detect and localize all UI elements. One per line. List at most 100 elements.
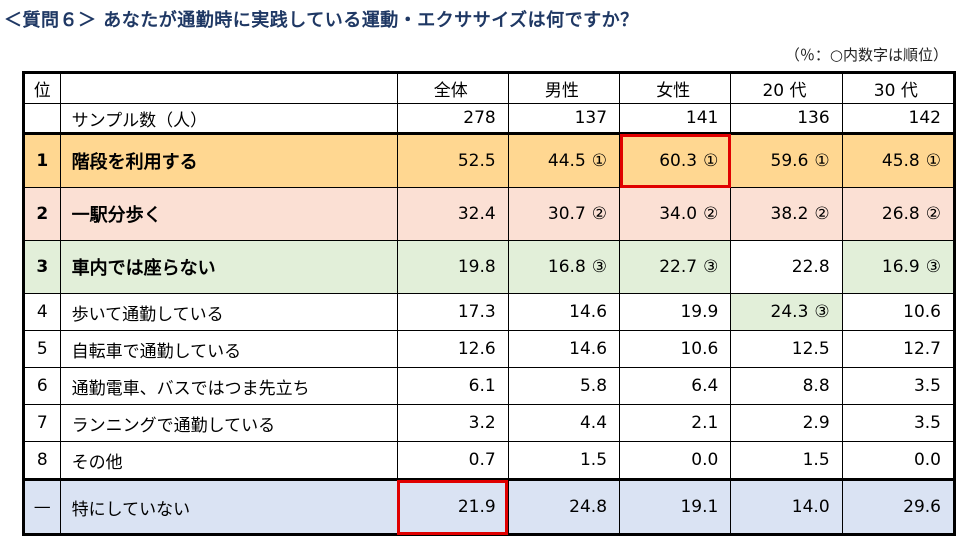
row-rank: 5 <box>23 330 61 368</box>
cell-male: 4.4 <box>507 404 621 442</box>
cell-male: 1.5 <box>507 441 621 480</box>
row-label: その他 <box>59 441 398 480</box>
cell-30s: 3.5 <box>841 367 956 405</box>
row-label: 一駅分歩く <box>59 187 398 241</box>
rank-badge: ③ <box>925 257 941 277</box>
table-row: 6 通勤電車、バスではつま先立ち 6.1 5.8 6.4 8.8 3.5 <box>23 367 956 405</box>
cell-male: 16.8 ③ <box>507 240 621 294</box>
rank-badge: ① <box>703 151 719 171</box>
cell-total: 12.6 <box>396 330 509 368</box>
unit-note: （％：○内数字は順位） <box>784 46 948 64</box>
row-rank: 2 <box>23 187 61 241</box>
cell-30s: 12.7 <box>841 330 956 368</box>
cell-total: 19.8 <box>396 240 509 294</box>
row-rank: — <box>23 478 61 535</box>
cell-20s: 1.5 <box>730 441 843 480</box>
cell-30s: 45.8 ① <box>841 133 956 188</box>
sample-30s: 142 <box>841 103 956 135</box>
cell-female: 34.0 ② <box>619 187 732 241</box>
header-male: 男性 <box>507 72 621 104</box>
sample-row: サンプル数（人） 278 137 141 136 142 <box>23 103 956 135</box>
table-row: 2 一駅分歩く 32.4 30.7 ② 34.0 ② 38.2 ② 26.8 ② <box>23 187 956 241</box>
cell-female: 22.7 ③ <box>619 240 732 294</box>
cell-male: 5.8 <box>507 367 621 405</box>
row-label: 階段を利用する <box>59 133 398 188</box>
cell-total-highlighted: 21.9 <box>396 478 509 535</box>
cell-20s: 12.5 <box>730 330 843 368</box>
results-table: 位 全体 男性 女性 20 代 30 代 サンプル数（人） 278 137 14… <box>22 71 956 536</box>
header-rank: 位 <box>23 72 61 104</box>
cell-30s: 26.8 ② <box>841 187 956 241</box>
rank-badge: ① <box>814 151 830 171</box>
cell-male: 14.6 <box>507 330 621 368</box>
row-rank: 1 <box>23 133 61 188</box>
row-rank: 4 <box>23 293 61 331</box>
row-rank: 3 <box>23 240 61 294</box>
row-label: 車内では座らない <box>59 240 398 294</box>
cell-male: 14.6 <box>507 293 621 331</box>
cell-total: 32.4 <box>396 187 509 241</box>
cell-20s: 59.6 ① <box>730 133 843 188</box>
cell-male: 24.8 <box>507 478 621 535</box>
cell-female: 19.1 <box>619 478 732 535</box>
cell-30s: 0.0 <box>841 441 956 480</box>
rank-badge: ② <box>591 204 608 224</box>
sample-female: 141 <box>619 103 732 135</box>
header-30s: 30 代 <box>841 72 956 104</box>
header-row: 位 全体 男性 女性 20 代 30 代 <box>23 72 956 104</box>
rank-badge: ③ <box>814 302 830 322</box>
cell-20s: 24.3 ③ <box>730 293 843 331</box>
rank-badge: ① <box>591 151 608 171</box>
table-row: 1 階段を利用する 52.5 44.5 ① 60.3 ① 59.6 ① 45.8 ① <box>23 133 956 188</box>
cell-20s: 8.8 <box>730 367 843 405</box>
cell-total: 52.5 <box>396 133 509 188</box>
cell-female: 19.9 <box>619 293 732 331</box>
table-row: 7 ランニングで通勤している 3.2 4.4 2.1 2.9 3.5 <box>23 404 956 442</box>
row-rank: 7 <box>23 404 61 442</box>
cell-female: 10.6 <box>619 330 732 368</box>
cell-female: 0.0 <box>619 441 732 480</box>
sample-20s: 136 <box>730 103 843 135</box>
row-rank: 8 <box>23 441 61 480</box>
rank-badge: ② <box>703 204 719 224</box>
rank-badge: ① <box>925 151 941 171</box>
row-label: 通勤電車、バスではつま先立ち <box>59 367 398 405</box>
cell-20s: 2.9 <box>730 404 843 442</box>
cell-30s: 3.5 <box>841 404 956 442</box>
header-item <box>59 72 398 104</box>
row-label: 歩いて通勤している <box>59 293 398 331</box>
cell-total: 17.3 <box>396 293 509 331</box>
header-20s: 20 代 <box>730 72 843 104</box>
cell-30s: 10.6 <box>841 293 956 331</box>
row-label: 特にしていない <box>59 478 398 535</box>
table-row: 3 車内では座らない 19.8 16.8 ③ 22.7 ③ 22.8 16.9 ③ <box>23 240 956 294</box>
header-total: 全体 <box>396 72 509 104</box>
rank-badge: ③ <box>703 257 719 277</box>
row-label: ランニングで通勤している <box>59 404 398 442</box>
sample-rank <box>23 103 61 135</box>
cell-female: 2.1 <box>619 404 732 442</box>
table-row: — 特にしていない 21.9 24.8 19.1 14.0 29.6 <box>23 478 956 535</box>
cell-30s: 29.6 <box>841 478 956 535</box>
table-row: 8 その他 0.7 1.5 0.0 1.5 0.0 <box>23 441 956 480</box>
cell-20s: 22.8 <box>730 240 843 294</box>
cell-female: 6.4 <box>619 367 732 405</box>
rank-badge: ② <box>814 204 830 224</box>
cell-30s: 16.9 ③ <box>841 240 956 294</box>
sample-label: サンプル数（人） <box>59 103 398 135</box>
cell-total: 3.2 <box>396 404 509 442</box>
question-title: ＜質問６＞ あなたが通勤時に実践している運動・エクササイズは何ですか？ <box>4 10 639 31</box>
cell-male: 44.5 ① <box>507 133 621 188</box>
cell-total: 0.7 <box>396 441 509 480</box>
sample-male: 137 <box>507 103 621 135</box>
header-female: 女性 <box>619 72 732 104</box>
sample-total: 278 <box>396 103 509 135</box>
cell-20s: 14.0 <box>730 478 843 535</box>
table-row: 5 自転車で通勤している 12.6 14.6 10.6 12.5 12.7 <box>23 330 956 368</box>
cell-female-highlighted: 60.3 ① <box>619 133 732 188</box>
row-rank: 6 <box>23 367 61 405</box>
table-row: 4 歩いて通勤している 17.3 14.6 19.9 24.3 ③ 10.6 <box>23 293 956 331</box>
cell-20s: 38.2 ② <box>730 187 843 241</box>
row-label: 自転車で通勤している <box>59 330 398 368</box>
cell-total: 6.1 <box>396 367 509 405</box>
